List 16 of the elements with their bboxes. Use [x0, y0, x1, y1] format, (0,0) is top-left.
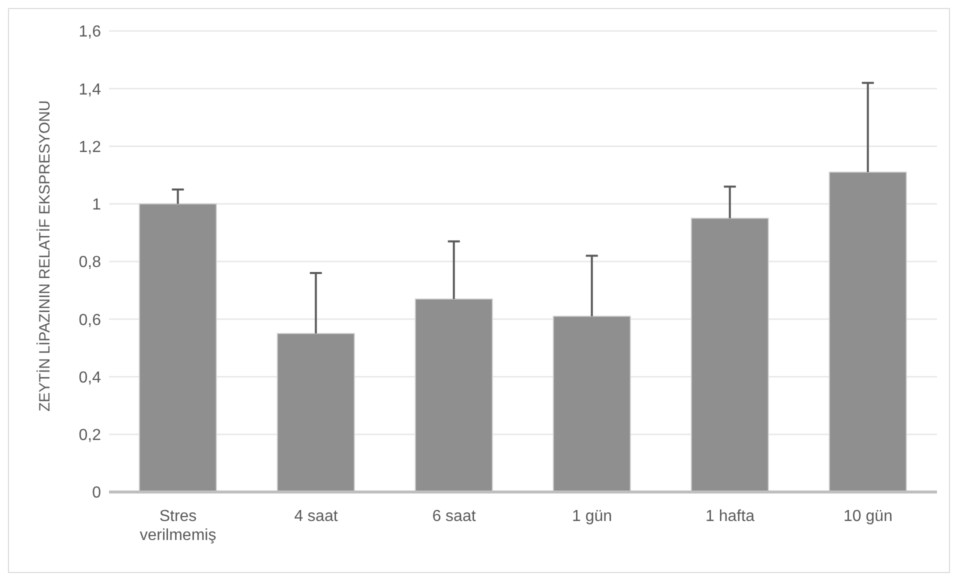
- y-tick-label: 1: [92, 196, 102, 214]
- x-tick-label: 6 saat: [432, 508, 476, 525]
- x-tick-label: 1 hafta: [706, 508, 755, 525]
- y-tick-label: 1,4: [78, 81, 102, 98]
- x-tick-label: Stres verilmemiş: [140, 508, 216, 544]
- y-tick-label: 1,6: [78, 24, 102, 41]
- y-tick-label: 0,2: [78, 427, 102, 444]
- y-tick-label: 0,4: [78, 369, 102, 386]
- y-axis-title: ZEYTİN LİPAZININ RELATİF EKSPRESYONU: [35, 100, 54, 412]
- x-tick-label: 1 gün: [572, 508, 612, 525]
- y-tick-label: 1,2: [78, 138, 102, 156]
- y-tick-label: 0,6: [78, 312, 102, 329]
- y-tick-label: 0: [92, 484, 102, 502]
- x-tick-label: 10 gün: [844, 508, 892, 525]
- y-tick-label: 0,8: [78, 254, 102, 272]
- x-tick-label: 4 saat: [294, 508, 338, 525]
